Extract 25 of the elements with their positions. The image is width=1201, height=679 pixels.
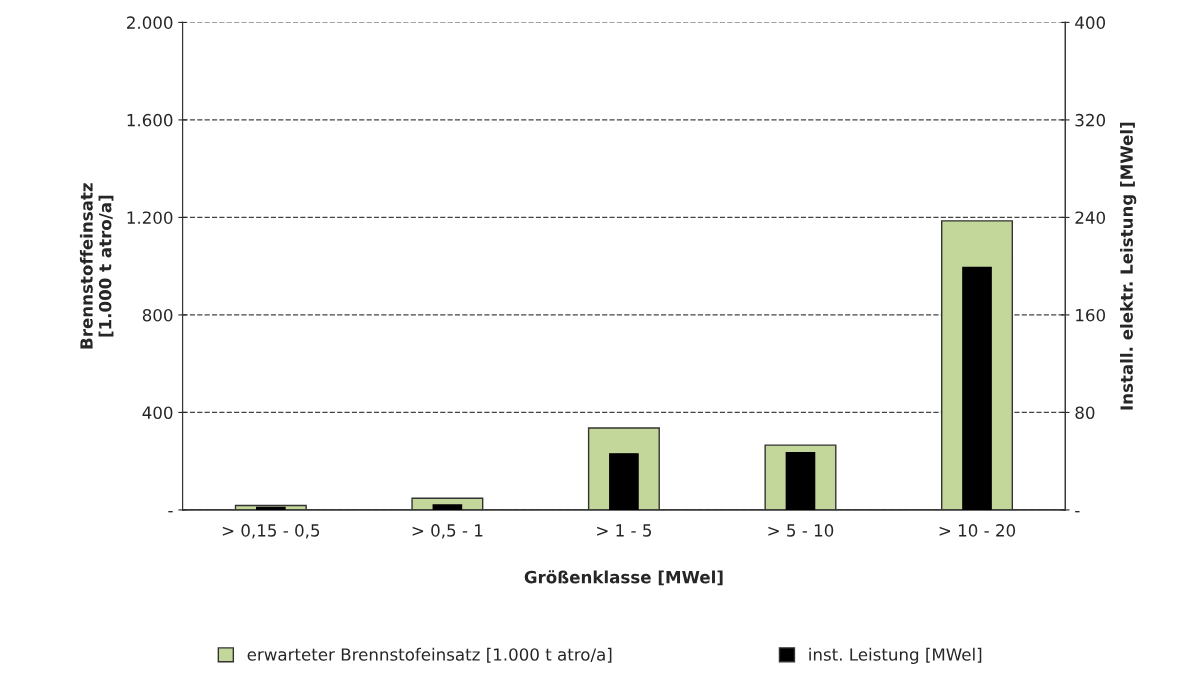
y2-tick-label: 320 <box>1075 113 1106 127</box>
legend-label: erwarteter Brennstofeinsatz [1.000 t atro/a] <box>247 647 612 663</box>
y2-tick-label: 80 <box>1075 406 1095 419</box>
y-axis-title: Brennstoffeinsatz [1.000 t atro/a] <box>79 183 114 349</box>
bar <box>609 453 639 510</box>
bar <box>256 506 286 510</box>
y2-tick-label: - <box>1075 511 1080 513</box>
legend-label: inst. Leistung [MWel] <box>809 647 982 664</box>
y2-tick-label: 400 <box>1075 16 1106 29</box>
y2-tick-label: 240 <box>1075 211 1106 224</box>
y2-tick-label: 160 <box>1076 308 1106 322</box>
bar <box>432 504 463 510</box>
y2-axis-title: Install. elektr. Leistung [MWel] <box>1120 122 1137 410</box>
x-tick-label: > 0,15 - 0,5 <box>222 524 320 539</box>
x-axis-title: Größenklasse [MWel] <box>524 570 723 586</box>
y-tick-label: 2.000 <box>127 16 173 29</box>
x-tick-label: > 5 - 10 <box>768 524 834 537</box>
x-tick-label: > 0,5 - 1 <box>412 524 483 539</box>
x-tick-label: > 10 - 20 <box>939 524 1016 537</box>
y-tick-label: 400 <box>142 406 173 419</box>
x-tick-label: > 1 - 5 <box>597 524 652 537</box>
y-tick-label: 800 <box>142 308 173 322</box>
y-tick-label: 1.200 <box>127 211 173 224</box>
y-tick-label: 1.600 <box>127 113 173 127</box>
y-tick-label: - <box>168 511 173 513</box>
